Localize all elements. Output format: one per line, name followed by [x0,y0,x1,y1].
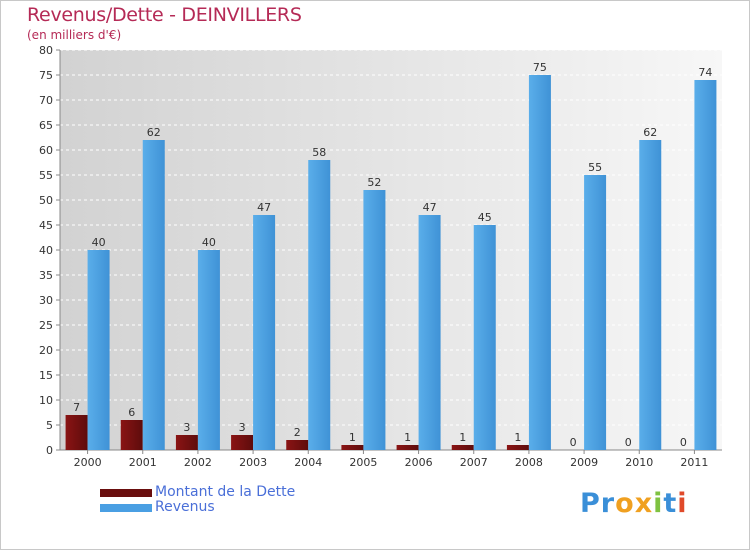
logo-letter: P [580,488,601,519]
debt-bar [231,435,254,450]
debt-bar [396,445,419,450]
y-tick-label: 55 [39,169,53,182]
x-tick-label: 2001 [129,456,157,469]
revenue-bar [418,215,441,450]
revenue-bar [253,215,276,450]
bars [65,75,717,450]
y-tick-label: 70 [39,94,53,107]
revenue-value-label: 40 [92,236,106,249]
revenue-bar [363,190,386,450]
debt-value-label: 1 [514,431,521,444]
revenue-value-label: 47 [423,201,437,214]
debt-bar [286,440,309,450]
revenue-bar [142,140,165,450]
x-tick-label: 2000 [74,456,102,469]
revenue-bar [87,250,110,450]
debt-value-label: 1 [404,431,411,444]
debt-bar [451,445,474,450]
revenue-value-label: 75 [533,61,547,74]
legend-swatch-revenue [100,504,152,512]
debt-bar [341,445,364,450]
revenue-value-label: 62 [147,126,161,139]
debt-value-label: 1 [349,431,356,444]
revenue-value-label: 58 [312,146,326,159]
debt-value-label: 7 [73,401,80,414]
y-tick-label: 0 [46,444,53,457]
revenue-bar [694,80,717,450]
debt-bar [175,435,198,450]
revenue-value-label: 74 [698,66,712,79]
logo-letter: i [653,488,664,519]
logo-letter: o [615,488,635,519]
legend-label-revenue: Revenus [155,499,215,515]
x-tick-label: 2003 [239,456,267,469]
y-tick-label: 15 [39,369,53,382]
debt-bar [120,420,143,450]
revenue-value-label: 45 [478,211,492,224]
y-tick-label: 5 [46,419,53,432]
x-tick-label: 2011 [680,456,708,469]
x-tick-label: 2007 [460,456,488,469]
debt-value-label: 3 [183,421,190,434]
debt-value-label: 1 [459,431,466,444]
logo-letter: i [677,488,688,519]
x-tick-label: 2006 [405,456,433,469]
y-tick-label: 25 [39,319,53,332]
revenue-bar [197,250,220,450]
revenue-value-label: 52 [367,176,381,189]
revenue-bar [639,140,662,450]
x-tick-label: 2005 [349,456,377,469]
revenue-value-label: 40 [202,236,216,249]
debt-value-label: 0 [680,436,687,449]
debt-value-label: 0 [625,436,632,449]
y-tick-label: 20 [39,344,53,357]
y-tick-label: 30 [39,294,53,307]
legend-swatch-debt [100,489,152,497]
y-tick-label: 65 [39,119,53,132]
revenue-value-label: 55 [588,161,602,174]
revenue-bar [308,160,331,450]
debt-value-label: 2 [294,426,301,439]
y-tick-label: 60 [39,144,53,157]
x-tick-label: 2004 [294,456,322,469]
logo-letter: r [600,488,616,519]
debt-bar [506,445,529,450]
legend-label-debt: Montant de la Dette [155,484,296,500]
y-tick-label: 50 [39,194,53,207]
y-tick-label: 10 [39,394,53,407]
revenue-bar [584,175,607,450]
logo-letter: x [634,488,654,519]
revenue-bar [528,75,551,450]
chart-title: Revenus/Dette - DEINVILLERS [27,4,302,26]
chart-subtitle: (en milliers d'€) [27,28,122,42]
y-tick-label: 80 [39,44,53,57]
y-tick-label: 45 [39,219,53,232]
logo-letter: t [663,488,678,519]
x-tick-label: 2008 [515,456,543,469]
x-tick-label: 2010 [625,456,653,469]
x-tick-label: 2002 [184,456,212,469]
y-tick-label: 40 [39,244,53,257]
x-tick-label: 2009 [570,456,598,469]
revenue-value-label: 47 [257,201,271,214]
debt-value-label: 3 [239,421,246,434]
revenue-bar [473,225,496,450]
y-tick-label: 35 [39,269,53,282]
y-tick-label: 75 [39,69,53,82]
revenue-value-label: 62 [643,126,657,139]
labels: 0510152025303540455055606570758020007402… [39,44,712,469]
proxiti-logo: Proxiti [580,488,688,519]
grid-lines [56,49,722,454]
debt-value-label: 6 [128,406,135,419]
debt-value-label: 0 [570,436,577,449]
debt-bar [65,415,88,450]
